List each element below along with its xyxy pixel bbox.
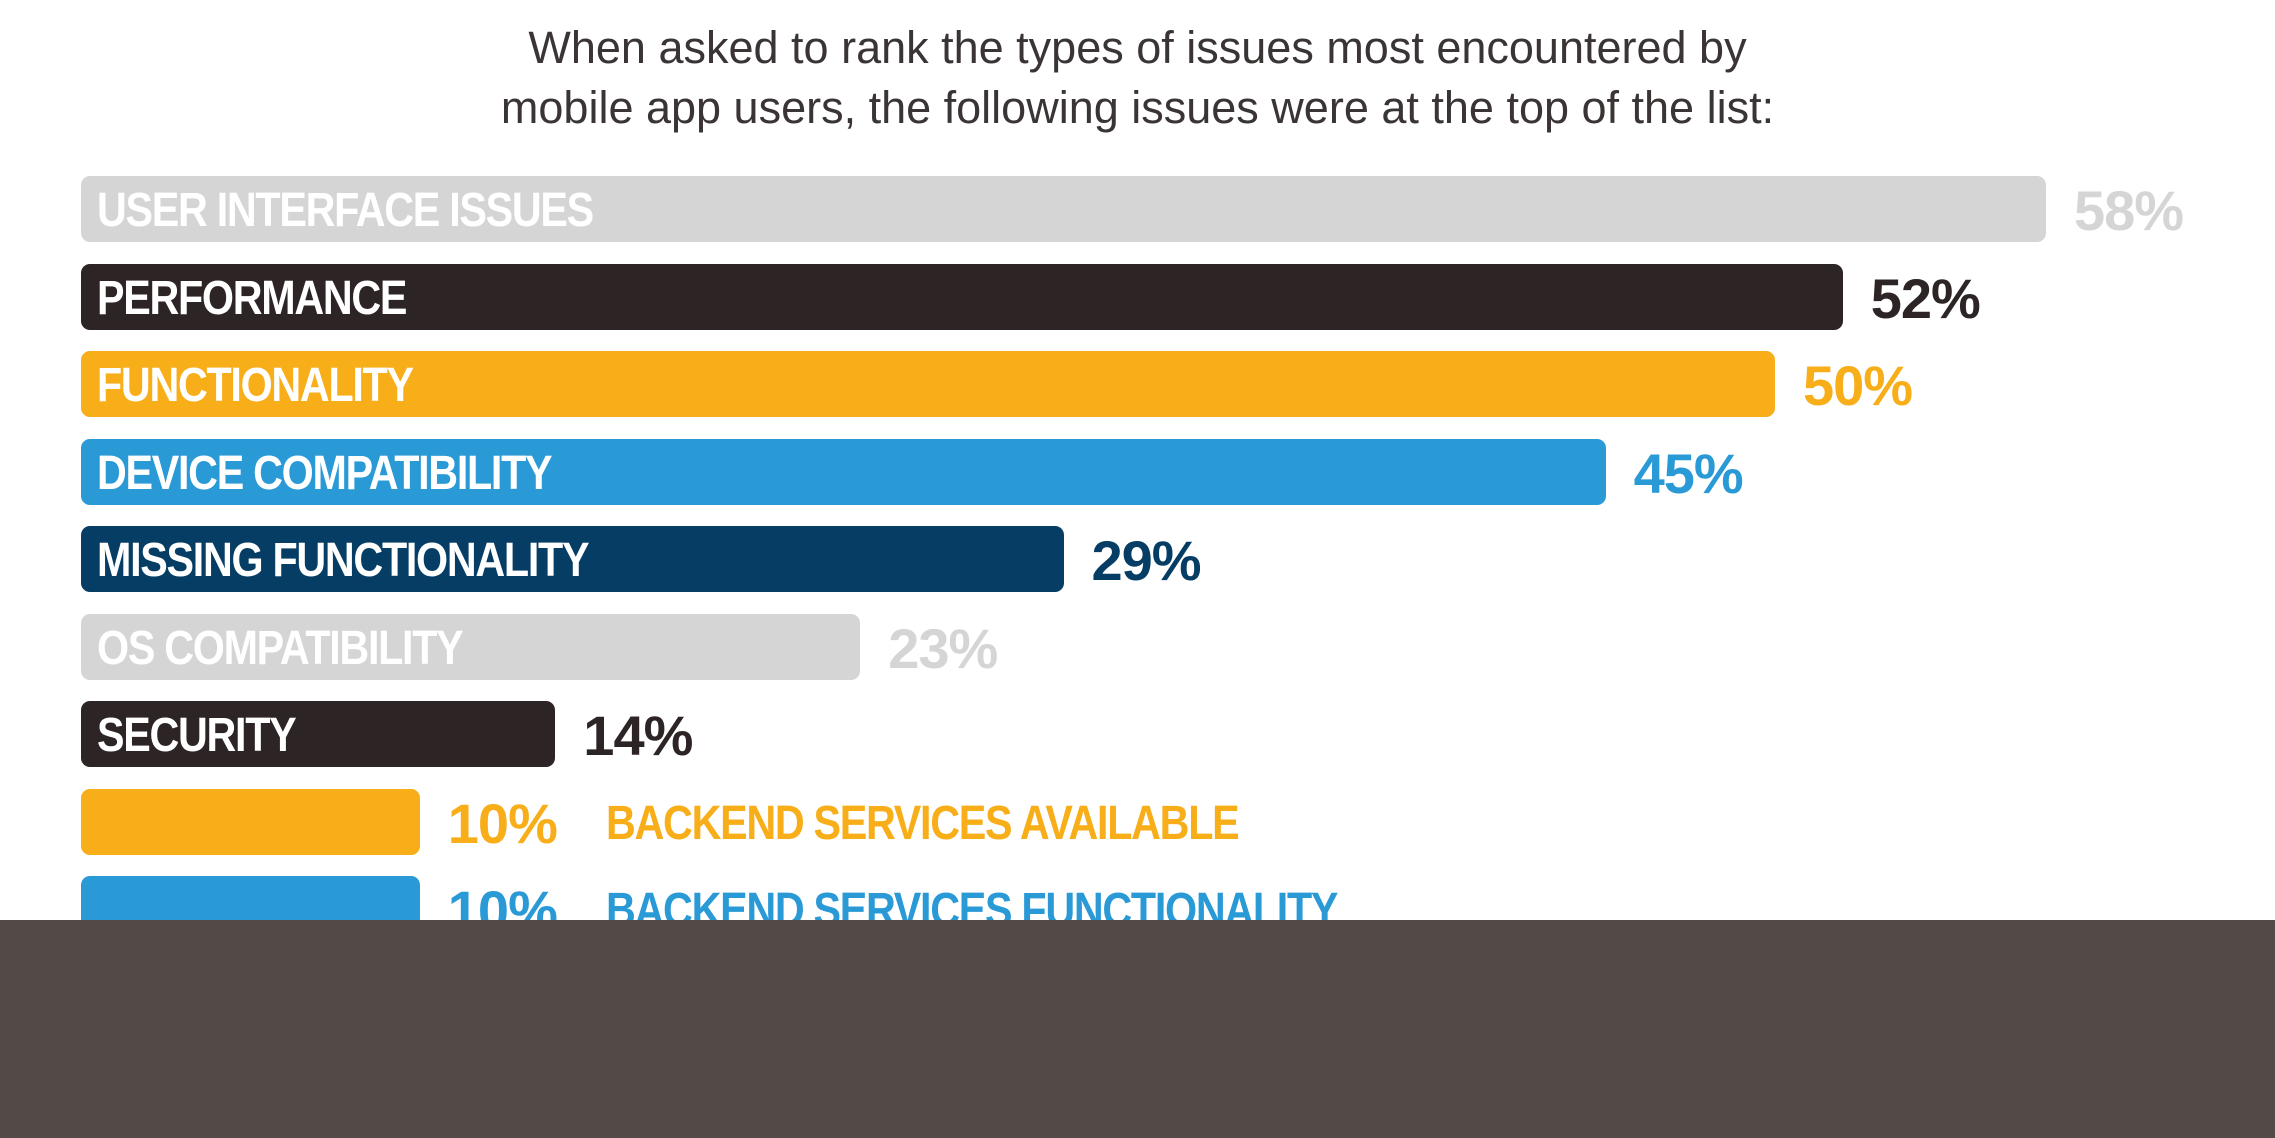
value-label-2: 50% [1802,354,1913,417]
bar-5 [81,613,861,680]
category-label-4: MISSING FUNCTIONALITY [97,534,589,587]
category-label-0: USER INTERFACE ISSUES [97,184,594,237]
category-label-8: BACKEND SERVICES FUNCTIONALITY [605,884,1338,920]
value-label-3: 45% [1633,441,1744,505]
bar-4 [81,526,1064,592]
bar-3 [81,438,1606,505]
value-label-7: 10% [447,791,558,855]
bar-chart: 58% USER INTERFACE ISSUES 52% PERFORMANCE 50… [81,176,2184,920]
bar-8 [81,876,420,920]
category-label-2: FUNCTIONALITY [97,359,414,412]
value-label-0: 58% [2074,179,2184,242]
category-label-1: PERFORMANCE [97,271,407,325]
category-label-7: BACKEND SERVICES AVAILABLE [605,796,1240,850]
category-label-6: SECURITY [97,709,297,762]
bar-0 [81,176,2046,242]
value-label-1: 52% [1870,266,1981,330]
bar-6 [81,701,556,767]
category-label-5: OS COMPATIBILITY [97,621,464,675]
header-line-2: mobile app users, the following issues w… [500,82,1775,133]
bar-2 [81,351,1775,417]
value-label-6: 14% [583,704,693,767]
value-label-8: 10% [447,879,558,920]
bar-7 [81,788,420,855]
footer-band [0,920,2275,1138]
chart-header: When asked to rank the types of issues m… [0,18,2275,138]
header-line-1: When asked to rank the types of issues m… [528,22,1747,73]
value-label-4: 29% [1091,529,1202,592]
bar-1 [81,263,1843,330]
category-label-3: DEVICE COMPATIBILITY [97,446,553,500]
value-label-5: 23% [888,616,998,680]
